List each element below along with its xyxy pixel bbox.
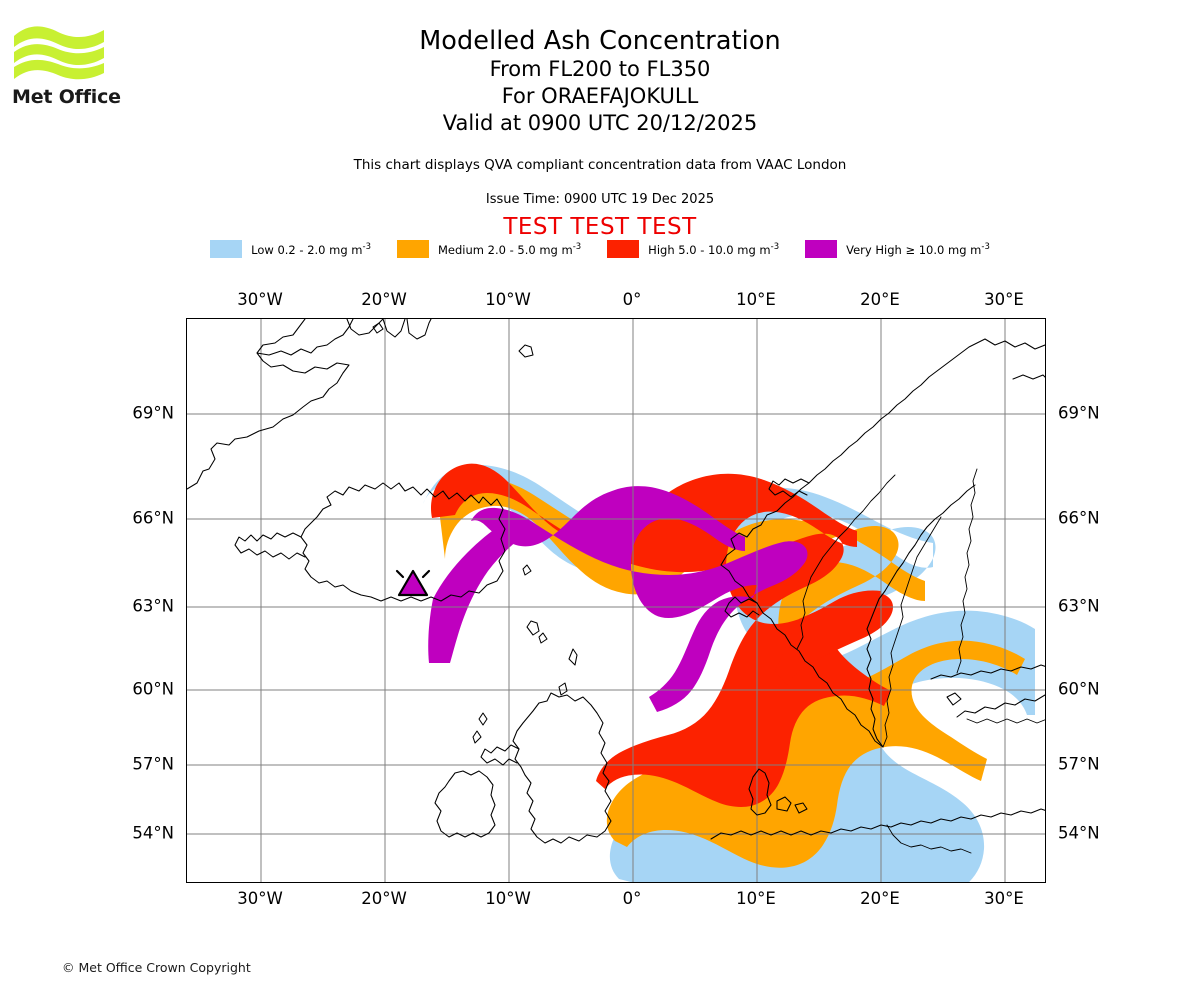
plume-very-high-vent-tail xyxy=(428,525,517,663)
issue-time: Issue Time: 0900 UTC 19 Dec 2025 xyxy=(485,192,715,207)
coastline-faroes xyxy=(526,620,540,636)
lon-tick-bottom-0°: 0° xyxy=(622,889,642,908)
lat-tick-right-69°N: 69°N xyxy=(1058,403,1100,423)
met-office-wordmark: Met Office xyxy=(12,86,121,108)
coastline-norway-fjords xyxy=(724,596,760,618)
coastline-ireland xyxy=(434,770,496,838)
legend-low: Low 0.2 - 2.0 mg m-3 xyxy=(210,240,371,258)
border-finland-sweden xyxy=(882,516,942,748)
coastline-hebrides xyxy=(478,712,488,726)
legend-low-label: Low 0.2 - 2.0 mg m-3 xyxy=(251,241,371,257)
test-banner: TEST TEST TEST xyxy=(503,214,697,240)
lon-tick-bottom-30°E: 30°E xyxy=(984,889,1024,908)
lon-tick-bottom-30°W: 30°W xyxy=(237,889,283,908)
lon-tick-top-30°W: 30°W xyxy=(237,290,283,309)
lat-tick-right-57°N: 57°N xyxy=(1058,754,1100,774)
coastline-sweden-east xyxy=(866,484,976,748)
coastline-denmark-islands xyxy=(776,796,792,812)
lon-tick-top-30°E: 30°E xyxy=(984,290,1024,309)
legend-low-swatch xyxy=(210,240,243,258)
legend-medium: Medium 2.0 - 5.0 mg m-3 xyxy=(396,240,582,258)
lon-tick-top-20°W: 20°W xyxy=(361,290,407,309)
lat-tick-left-63°N: 63°N xyxy=(132,596,174,616)
coastlines xyxy=(187,319,1045,854)
coastline-denmark xyxy=(748,768,772,816)
coastline-lofoten xyxy=(768,478,810,498)
lat-tick-right-54°N: 54°N xyxy=(1058,823,1100,843)
lat-tick-left-66°N: 66°N xyxy=(132,508,174,528)
legend-medium-label: Medium 2.0 - 5.0 mg m-3 xyxy=(437,241,582,257)
legend-very-high: Very High ≥ 10.0 mg m-3 xyxy=(805,240,990,258)
chart-note: This chart displays QVA compliant concen… xyxy=(353,157,847,173)
coastline-denmark-islands-2 xyxy=(794,802,808,814)
legend-high: High 5.0 - 10.0 mg m-3 xyxy=(607,240,779,258)
lon-tick-top-0°: 0° xyxy=(622,290,642,309)
coastline-white-sea xyxy=(1012,374,1045,380)
ash-concentration-map xyxy=(187,319,1045,882)
plume-low-contour xyxy=(423,464,1035,882)
legend-medium-swatch xyxy=(396,240,429,258)
coastline-kola xyxy=(984,338,1045,350)
border-norway-sweden xyxy=(796,474,896,650)
lon-tick-bottom-20°W: 20°W xyxy=(361,889,407,908)
coastline-great-britain xyxy=(512,692,612,844)
title-valid-time: Valid at 0900 UTC 20/12/2025 xyxy=(442,111,758,135)
lat-tick-left-69°N: 69°N xyxy=(132,403,174,423)
border-baltic-inland xyxy=(966,718,1045,724)
border-russia-finland xyxy=(956,468,978,674)
coastline-scotland-west xyxy=(480,744,520,766)
lat-tick-left-54°N: 54°N xyxy=(132,823,174,843)
map-frame xyxy=(186,318,1046,883)
lat-tick-left-60°N: 60°N xyxy=(132,679,174,699)
lon-tick-top-10°W: 10°W xyxy=(485,290,531,309)
plume-high-filament xyxy=(775,592,893,685)
coastline-jan-mayen xyxy=(518,344,534,358)
coastline-greenland xyxy=(187,319,350,490)
plume-very-high-contour xyxy=(471,486,808,712)
graticule xyxy=(187,319,1045,882)
coastline-greenland-fjord xyxy=(406,319,432,340)
legend-very-high-label: Very High ≥ 10.0 mg m-3 xyxy=(846,241,990,257)
plume-medium-contour xyxy=(439,477,1025,868)
volcano-marker-oraefajokull xyxy=(395,569,431,597)
coastline-hebrides-2 xyxy=(472,730,482,744)
coastline-north-europe xyxy=(710,808,1045,840)
legend-high-swatch xyxy=(607,240,640,258)
concentration-legend: Low 0.2 - 2.0 mg m-3 Medium 2.0 - 5.0 mg … xyxy=(0,240,1200,258)
legend-high-label: High 5.0 - 10.0 mg m-3 xyxy=(648,241,780,257)
coastline-orkney xyxy=(558,682,568,696)
map-container: 30°W 30°W 20°W 20°W 10°W 10°W 0° 0° 10°E 10°E 20°E… xyxy=(132,290,1099,908)
copyright-text: © Met Office Crown Copyright xyxy=(62,960,251,975)
plume-contours xyxy=(423,463,1035,882)
legend-very-high-swatch xyxy=(805,240,838,258)
coastline-greenland-inner xyxy=(256,319,354,356)
coastline-island-small-2 xyxy=(522,564,532,576)
lon-tick-bottom-10°E: 10°E xyxy=(736,889,776,908)
lon-tick-top-10°E: 10°E xyxy=(736,290,776,309)
coastline-scandinavia xyxy=(720,338,986,566)
lat-tick-right-66°N: 66°N xyxy=(1058,508,1100,528)
lat-tick-left-57°N: 57°N xyxy=(132,754,174,774)
coastline-iceland-nw-peninsula xyxy=(234,532,306,560)
coastline-greenland-ne xyxy=(382,319,406,338)
lon-tick-bottom-10°W: 10°W xyxy=(485,889,531,908)
lon-tick-bottom-20°E: 20°E xyxy=(860,889,900,908)
met-office-wave-icon xyxy=(14,26,104,80)
lat-tick-right-60°N: 60°N xyxy=(1058,679,1100,699)
coastline-estonia-island xyxy=(946,692,962,706)
coastline-gulf-of-finland xyxy=(930,664,1045,680)
lat-tick-right-63°N: 63°N xyxy=(1058,596,1100,616)
coastline-norway-inner xyxy=(720,564,884,748)
met-office-logo: Met Office xyxy=(12,22,192,114)
lon-tick-top-20°E: 20°E xyxy=(860,290,900,309)
coastline-island-small-1 xyxy=(372,322,384,334)
coastline-baltic-states xyxy=(956,694,1045,718)
coastline-iceland xyxy=(300,482,506,602)
coastline-faroes-2 xyxy=(538,632,548,644)
border-poland xyxy=(886,824,972,854)
coastline-shetland xyxy=(568,648,578,666)
